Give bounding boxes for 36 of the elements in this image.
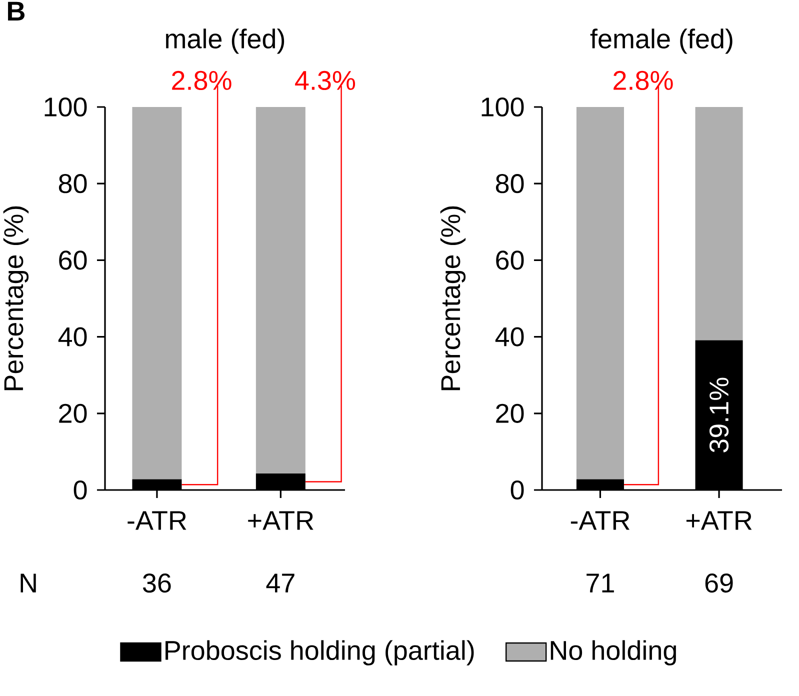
y-tick-label: 0 — [510, 480, 524, 500]
bar — [576, 106, 624, 480]
bar — [256, 106, 306, 474]
text: 71 — [586, 574, 614, 592]
text: 36 — [142, 574, 171, 593]
y-tick-label: 40 — [495, 327, 524, 346]
data-label: 39.1% — [709, 378, 729, 452]
legend-label: Proboscis holding (partial) — [166, 640, 474, 666]
y-tick-label: 20 — [496, 404, 524, 423]
y-tick-label: 100 — [44, 97, 87, 117]
chart-title: female (fed) — [590, 28, 732, 54]
y-tick-label: 60 — [496, 250, 524, 270]
y-axis-title: Percentage (%) — [3, 206, 29, 390]
y-tick-label: 100 — [482, 97, 524, 117]
data-label: 4.3% — [295, 70, 356, 90]
y-tick-label: 80 — [496, 174, 524, 194]
y-tick-label: 60 — [59, 250, 87, 270]
bar — [695, 106, 743, 340]
y-tick-label: 80 — [58, 174, 87, 194]
text: B — [8, 2, 25, 20]
x-tick-label: +ATR — [248, 511, 314, 530]
data-label: 2.8% — [172, 70, 232, 90]
text: 69 — [705, 574, 733, 593]
text: N — [20, 574, 36, 592]
y-tick-label: 20 — [59, 404, 87, 423]
legend-label: No holding — [550, 640, 676, 666]
data-label: 2.8% — [614, 70, 673, 90]
y-axis-title: Percentage (%) — [440, 206, 466, 390]
y-tick-label: 0 — [74, 480, 87, 500]
x-tick-label: -ATR — [570, 511, 630, 530]
x-tick-label: +ATR — [686, 511, 752, 530]
x-tick-label: -ATR — [128, 511, 186, 530]
bar — [132, 106, 182, 480]
chart-title: male (fed) — [166, 28, 284, 54]
text: 47 — [266, 574, 294, 592]
y-tick-label: 40 — [58, 327, 87, 346]
